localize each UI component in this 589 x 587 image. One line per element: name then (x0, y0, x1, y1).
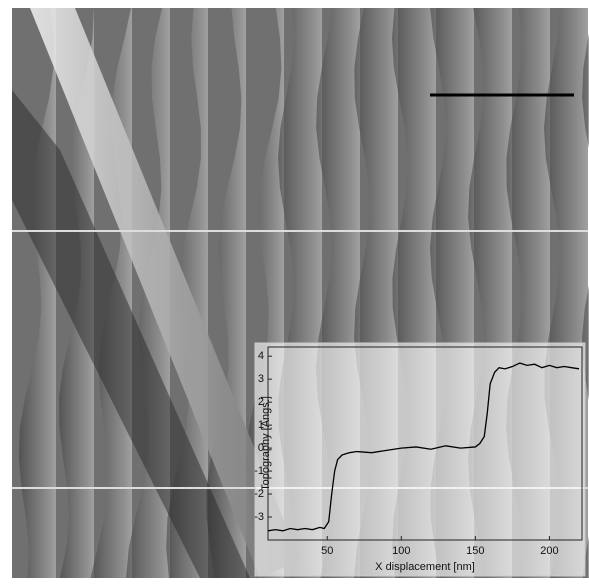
figure: -3-2-10123450100150200X displacement [nm… (0, 0, 589, 582)
x-tick-label: 150 (466, 545, 484, 557)
x-tick-label: 50 (321, 545, 333, 557)
y-tick-label: -3 (254, 511, 264, 523)
y-axis-label: Topography [Angs.] (260, 396, 272, 491)
y-tick-label: 3 (258, 373, 264, 385)
x-tick-label: 200 (540, 545, 558, 557)
inset-panel (255, 343, 585, 576)
x-axis-label: X displacement [nm] (375, 561, 475, 573)
y-tick-label: 4 (258, 350, 264, 362)
x-tick-label: 100 (392, 545, 410, 557)
